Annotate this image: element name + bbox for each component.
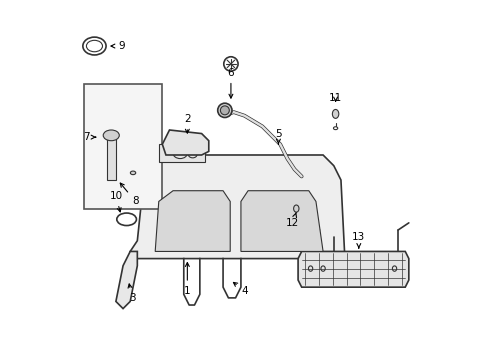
Text: 4: 4 bbox=[233, 283, 247, 296]
Ellipse shape bbox=[332, 109, 338, 118]
Bar bbox=[107, 137, 116, 180]
Bar bbox=[83, 84, 162, 208]
Text: 9: 9 bbox=[111, 41, 124, 51]
Polygon shape bbox=[241, 191, 323, 251]
Polygon shape bbox=[162, 130, 208, 155]
Text: 13: 13 bbox=[351, 232, 365, 248]
Text: 11: 11 bbox=[328, 93, 342, 103]
Text: 7: 7 bbox=[83, 132, 95, 142]
Polygon shape bbox=[298, 251, 408, 287]
Text: 10: 10 bbox=[109, 191, 122, 212]
Text: 5: 5 bbox=[275, 129, 281, 144]
Text: 6: 6 bbox=[227, 68, 234, 98]
Text: 2: 2 bbox=[183, 114, 190, 133]
Text: 12: 12 bbox=[285, 212, 299, 228]
Bar bbox=[159, 144, 205, 162]
Polygon shape bbox=[130, 155, 344, 258]
Ellipse shape bbox=[217, 103, 231, 117]
Ellipse shape bbox=[220, 106, 229, 115]
Polygon shape bbox=[116, 251, 137, 309]
Ellipse shape bbox=[130, 171, 136, 175]
Ellipse shape bbox=[293, 205, 298, 212]
Polygon shape bbox=[155, 191, 230, 251]
Ellipse shape bbox=[103, 130, 119, 141]
Text: 8: 8 bbox=[120, 183, 139, 206]
Text: 3: 3 bbox=[128, 284, 135, 303]
Text: 1: 1 bbox=[183, 262, 190, 296]
